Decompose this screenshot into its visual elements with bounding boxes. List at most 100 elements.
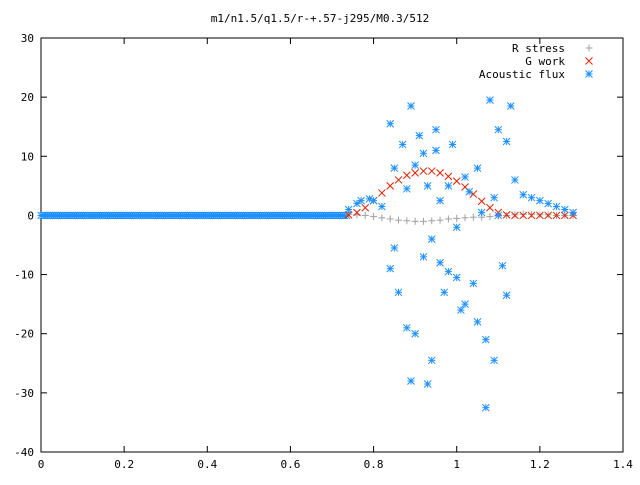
acoustic-flux-point xyxy=(465,187,474,196)
r-stress-point xyxy=(444,215,452,223)
g-work-point xyxy=(477,197,486,206)
g-work-point xyxy=(386,182,395,190)
acoustic-flux-point xyxy=(498,261,507,270)
legend-label-g-work: G work xyxy=(525,55,565,68)
acoustic-flux-point xyxy=(461,173,469,181)
x-tick-label: 0 xyxy=(38,458,45,471)
y-tick-label: 30 xyxy=(21,32,34,45)
acoustic-flux-point xyxy=(357,196,365,205)
acoustic-flux-point xyxy=(390,244,399,252)
acoustic-flux-point xyxy=(432,146,440,155)
acoustic-flux-point xyxy=(481,335,490,344)
g-work-point xyxy=(411,168,419,177)
y-tick-label: -20 xyxy=(14,328,34,341)
g-work-point xyxy=(419,167,428,175)
chart-title: m1/n1.5/q1.5/r-+.57-j295/M0.3/512 xyxy=(211,12,430,25)
y-tick-label: 0 xyxy=(27,209,34,222)
legend-marker-acoustic-flux xyxy=(585,70,593,78)
acoustic-flux-point xyxy=(419,149,428,158)
acoustic-flux-point xyxy=(444,267,453,276)
acoustic-flux-point xyxy=(448,140,457,149)
acoustic-flux-point xyxy=(402,323,411,332)
acoustic-flux-series xyxy=(344,96,577,412)
x-tick-label: 0.8 xyxy=(364,458,384,471)
y-tick-label: -40 xyxy=(14,446,34,459)
acoustic-flux-point xyxy=(457,306,465,314)
acoustic-flux-point xyxy=(402,184,411,193)
y-tick-label: -30 xyxy=(14,387,34,400)
r-stress-point xyxy=(411,217,419,225)
x-tick-label: 0.4 xyxy=(197,458,217,471)
acoustic-flux-point xyxy=(569,208,577,217)
acoustic-flux-point xyxy=(490,193,498,202)
g-work-point xyxy=(444,172,453,181)
acoustic-flux-point xyxy=(415,131,424,140)
acoustic-flux-point xyxy=(477,208,486,217)
acoustic-flux-point xyxy=(473,318,482,326)
r-stress-point xyxy=(419,217,427,225)
acoustic-flux-point xyxy=(407,377,415,385)
acoustic-flux-point xyxy=(506,102,515,110)
legend-label-r-stress: R stress xyxy=(512,42,565,55)
acoustic-flux-point xyxy=(494,211,503,220)
r-stress-point xyxy=(395,216,403,224)
legend-marker-g-work xyxy=(585,57,593,65)
r-stress-point xyxy=(486,213,494,221)
r-stress-point xyxy=(469,213,477,221)
acoustic-flux-point xyxy=(502,137,511,146)
legend-label-acoustic-flux: Acoustic flux xyxy=(479,68,565,81)
g-work-point xyxy=(536,211,544,220)
g-work-point xyxy=(486,203,494,212)
plot-frame xyxy=(40,37,624,453)
acoustic-flux-point xyxy=(423,380,432,388)
g-work-point xyxy=(378,189,386,197)
g-work-point xyxy=(436,168,444,177)
g-work-point xyxy=(519,211,528,220)
g-work-point xyxy=(560,211,569,220)
acoustic-flux-point xyxy=(519,190,528,199)
acoustic-flux-point xyxy=(502,291,511,300)
acoustic-flux-point xyxy=(411,329,419,338)
acoustic-flux-point xyxy=(432,125,440,134)
acoustic-flux-point xyxy=(486,96,494,104)
r-stress-point xyxy=(370,213,378,221)
acoustic-flux-point xyxy=(490,356,498,365)
data-points xyxy=(37,96,577,412)
r-stress-point xyxy=(386,215,394,223)
acoustic-flux-point xyxy=(353,199,361,208)
r-stress-point xyxy=(436,216,444,224)
g-work-point xyxy=(511,211,519,220)
acoustic-flux-point xyxy=(427,235,436,243)
acoustic-flux-point xyxy=(386,264,395,273)
axes: 0 0.2 0.4 0.6 0.8 1 1.2 1.4 -40 -30 -20 -10 0 10 20 30 xyxy=(14,32,633,471)
r-stress-point xyxy=(361,211,369,219)
zero-band xyxy=(37,211,351,220)
acoustic-flux-point xyxy=(386,119,395,128)
acoustic-flux-point xyxy=(427,356,436,365)
acoustic-flux-point xyxy=(536,196,544,205)
acoustic-flux-point xyxy=(344,205,353,214)
acoustic-flux-point xyxy=(527,193,536,202)
y-tick-label: -10 xyxy=(14,269,34,282)
r-stress-point xyxy=(461,214,469,222)
acoustic-flux-point xyxy=(440,288,449,297)
g-work-point xyxy=(402,171,411,180)
acoustic-flux-point xyxy=(411,161,419,170)
acoustic-flux-point xyxy=(444,182,453,190)
x-tick-label: 0.6 xyxy=(280,458,300,471)
y-tick-label: 10 xyxy=(21,150,34,163)
r-stress-point xyxy=(453,214,461,222)
x-tick-label: 1 xyxy=(453,458,460,471)
g-work-point xyxy=(502,210,511,219)
acoustic-flux-point xyxy=(390,164,399,172)
x-tick-label: 1.2 xyxy=(530,458,550,471)
x-tick-label: 0.2 xyxy=(114,458,134,471)
acoustic-flux-point xyxy=(365,195,374,203)
y-tick-label: 20 xyxy=(21,91,34,104)
g-work-point xyxy=(427,167,436,175)
r-stress-point xyxy=(403,217,411,225)
r-stress-point xyxy=(428,217,436,225)
